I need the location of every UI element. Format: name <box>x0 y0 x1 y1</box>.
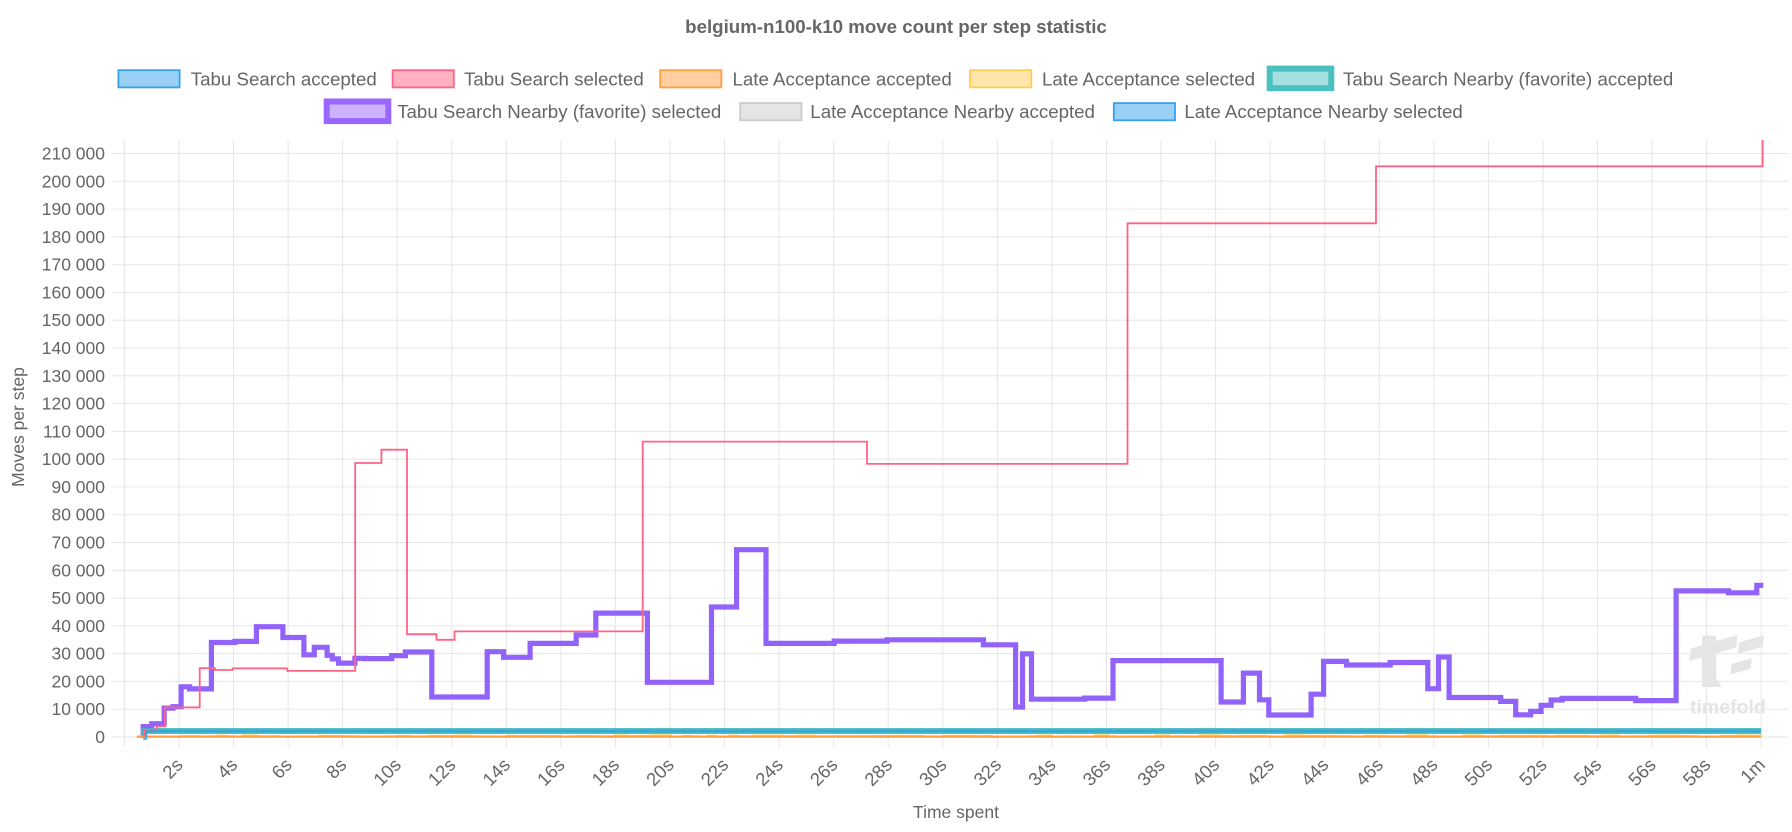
svg-text:Late Acceptance selected: Late Acceptance selected <box>1042 68 1255 89</box>
svg-text:180 000: 180 000 <box>42 227 106 247</box>
svg-text:50 000: 50 000 <box>51 588 105 608</box>
svg-text:Late Acceptance Nearby accepte: Late Acceptance Nearby accepted <box>810 101 1095 122</box>
svg-text:10 000: 10 000 <box>51 699 105 719</box>
svg-text:30 000: 30 000 <box>51 644 105 664</box>
svg-text:Moves per step: Moves per step <box>8 367 28 487</box>
svg-text:90 000: 90 000 <box>51 477 105 497</box>
svg-text:Late Acceptance Nearby selecte: Late Acceptance Nearby selected <box>1184 101 1462 122</box>
svg-text:timefold: timefold <box>1690 697 1766 719</box>
svg-text:Tabu Search Nearby (favorite): Tabu Search Nearby (favorite) accepted <box>1343 68 1673 89</box>
svg-text:140 000: 140 000 <box>42 338 106 358</box>
svg-text:Tabu Search selected: Tabu Search selected <box>464 68 644 89</box>
svg-text:160 000: 160 000 <box>42 282 106 302</box>
svg-text:210 000: 210 000 <box>42 144 106 164</box>
svg-text:40 000: 40 000 <box>51 616 105 636</box>
svg-text:Time spent: Time spent <box>913 802 999 822</box>
svg-text:Late Acceptance accepted: Late Acceptance accepted <box>733 68 952 89</box>
svg-text:Tabu Search Nearby (favorite): Tabu Search Nearby (favorite) selected <box>397 101 721 122</box>
svg-text:100 000: 100 000 <box>42 449 106 469</box>
svg-text:0: 0 <box>95 727 105 747</box>
svg-text:60 000: 60 000 <box>51 560 105 580</box>
svg-text:120 000: 120 000 <box>42 394 106 414</box>
svg-text:200 000: 200 000 <box>42 171 106 191</box>
svg-text:170 000: 170 000 <box>42 255 106 275</box>
svg-text:70 000: 70 000 <box>51 533 105 553</box>
svg-text:130 000: 130 000 <box>42 366 106 386</box>
svg-text:80 000: 80 000 <box>51 505 105 525</box>
svg-text:20 000: 20 000 <box>51 671 105 691</box>
svg-text:150 000: 150 000 <box>42 310 106 330</box>
svg-text:110 000: 110 000 <box>43 421 105 441</box>
svg-text:190 000: 190 000 <box>42 199 106 219</box>
svg-text:belgium-n100-k10 move count pe: belgium-n100-k10 move count per step sta… <box>685 16 1107 37</box>
svg-text:Tabu Search accepted: Tabu Search accepted <box>191 68 377 89</box>
